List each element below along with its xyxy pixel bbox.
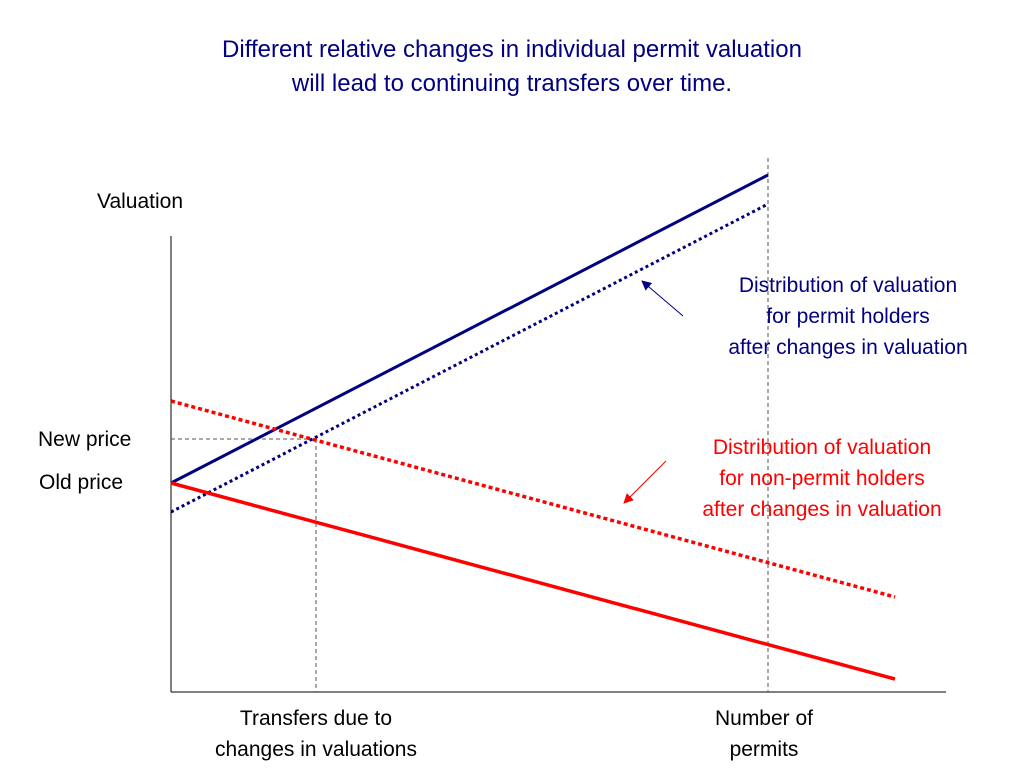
title-line-1: Different relative changes in individual… [222, 36, 802, 63]
x-axis-label: Number of permits [684, 703, 844, 765]
non-permit-holders-annotation-line-1: Distribution of valuation [712, 436, 932, 459]
y-axis-label: Valuation [97, 190, 184, 213]
non-permit-holders-after-change-line [170, 399, 896, 599]
permit-holders-arrow [641, 280, 684, 317]
permit-holders-annotation-line-3: after changes in valuation [728, 336, 968, 359]
permit-holders-original-line [170, 173, 769, 485]
x-axis-label-line-1: Number of [714, 707, 814, 730]
non-permit-holders-arrow [623, 460, 667, 504]
x-axis-label-line-2: permits [729, 738, 799, 761]
old-price-label: Old price [39, 471, 124, 494]
permit-holders-after-change-line [170, 202, 769, 514]
new-price-label: New price [38, 428, 132, 451]
non-permit-holders-annotation-line-2: for non-permit holders [719, 467, 925, 490]
permit-holders-annotation-line-1: Distribution of valuation [738, 274, 958, 297]
non-permit-holders-annotation-line-3: after changes in valuation [702, 498, 942, 521]
transfers-label: Transfers due to changes in valuations [166, 703, 466, 765]
non-permit-holders-original-line [170, 481, 896, 681]
transfers-label-line-2: changes in valuations [215, 738, 417, 761]
permit-holders-annotation-line-2: for permit holders [766, 305, 930, 328]
title-line-2: will lead to continuing transfers over t… [291, 70, 733, 97]
transfers-label-line-1: Transfers due to [239, 707, 393, 730]
slide-title: Different relative changes in individual… [0, 33, 1024, 101]
non-permit-holders-annotation: Distribution of valuation for non-permit… [667, 432, 977, 525]
permit-holders-annotation: Distribution of valuation for permit hol… [693, 270, 1003, 363]
